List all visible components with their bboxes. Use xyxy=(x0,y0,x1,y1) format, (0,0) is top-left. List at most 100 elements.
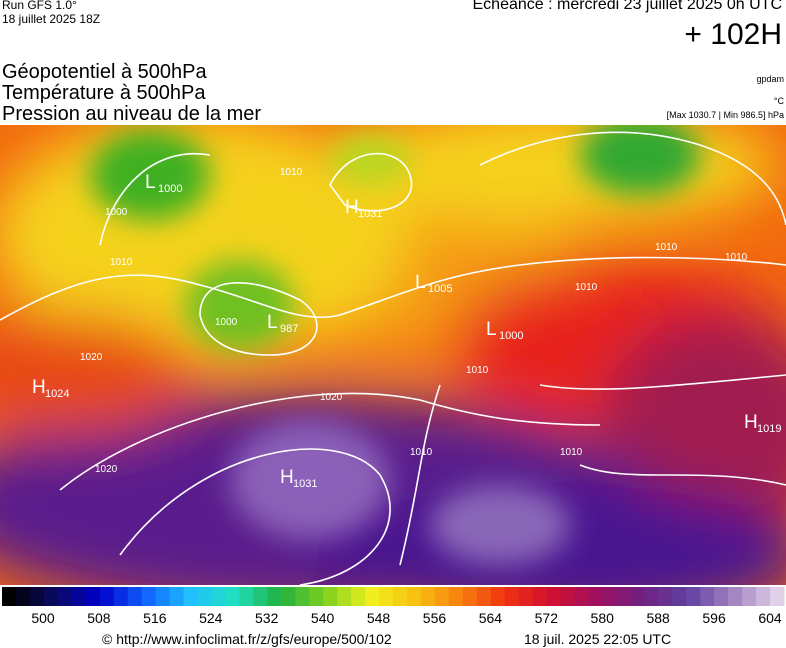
color-swatch xyxy=(43,587,59,606)
color-swatch xyxy=(686,587,701,606)
color-swatch xyxy=(393,587,408,606)
color-swatch xyxy=(742,587,757,606)
isobar-label: 1010 xyxy=(575,282,598,293)
color-swatch xyxy=(239,587,254,606)
field-title: Géopotentiel à 500hPa xyxy=(2,61,207,83)
center-value: 1019 xyxy=(757,423,781,435)
center-value: 1024 xyxy=(45,388,69,400)
isobar-label: 1000 xyxy=(105,207,128,218)
colorbar: 500 508 516 524 532 540 548 556 564 572 580 588 596 6… xyxy=(2,587,785,626)
color-swatch xyxy=(323,587,338,606)
center-type: L xyxy=(415,272,426,293)
color-swatch xyxy=(406,587,422,606)
color-swatch xyxy=(253,587,268,606)
color-swatch xyxy=(714,587,729,606)
color-swatch xyxy=(29,587,45,606)
isobar-label: 1020 xyxy=(95,464,118,475)
colorbar-tick-label: 532 xyxy=(255,610,279,626)
center-value: 1031 xyxy=(358,208,382,220)
colorbar-tick-label: 596 xyxy=(702,610,726,626)
color-swatch xyxy=(546,587,562,606)
isobar-label: 1010 xyxy=(280,167,303,178)
color-swatch xyxy=(588,587,603,606)
center-value: 1000 xyxy=(499,330,523,342)
field-title: Pression au niveau de la mer xyxy=(2,103,262,125)
color-swatch xyxy=(490,587,506,606)
unit-label: [Max 1030.7 | Min 986.5] hPa xyxy=(666,110,784,120)
center-type: L xyxy=(267,312,278,333)
colorbar-tick-label: 588 xyxy=(646,610,670,626)
run-label: Run GFS 1.0° xyxy=(2,0,77,12)
color-swatch xyxy=(672,587,687,606)
center-value: 1005 xyxy=(428,283,452,295)
color-swatch xyxy=(169,587,185,606)
color-swatch xyxy=(57,587,73,606)
lead-time: + 102H xyxy=(684,18,782,51)
isobar-label: 1010 xyxy=(410,447,433,458)
isobar-label: 1010 xyxy=(466,365,489,376)
colorbar-tick-label: 564 xyxy=(479,610,503,626)
color-swatch xyxy=(267,587,282,606)
color-swatch xyxy=(127,587,143,606)
center-type: H xyxy=(32,377,46,398)
colorbar-tick-label: 548 xyxy=(367,610,391,626)
colorbar-tick-label: 572 xyxy=(535,610,559,626)
color-swatch xyxy=(15,587,31,606)
center-type: H xyxy=(744,412,758,433)
color-swatch xyxy=(281,587,296,606)
color-swatch xyxy=(197,587,212,606)
colorbar-tick-label: 540 xyxy=(311,610,335,626)
color-swatch xyxy=(574,587,589,606)
colorbar-tick-label: 556 xyxy=(423,610,447,626)
unit-label: gpdam xyxy=(756,74,784,84)
center-value: 1000 xyxy=(158,183,182,195)
center-type: L xyxy=(145,172,156,193)
center-value: 987 xyxy=(280,323,298,335)
source-url: © http://www.infoclimat.fr/z/gfs/europe/… xyxy=(102,631,392,647)
timestamp: 18 juil. 2025 22:05 UTC xyxy=(524,631,672,647)
colorbar-tick-label: 500 xyxy=(31,610,55,626)
color-swatch xyxy=(351,587,366,606)
color-swatch xyxy=(141,587,157,606)
color-swatch xyxy=(155,587,171,606)
color-swatch xyxy=(518,587,534,606)
color-swatch xyxy=(99,587,115,606)
color-swatch xyxy=(113,587,129,606)
center-type: H xyxy=(280,467,294,488)
color-swatch xyxy=(295,587,310,606)
color-swatch xyxy=(476,587,492,606)
color-swatch xyxy=(658,587,673,606)
color-swatch xyxy=(183,587,198,606)
color-swatch xyxy=(644,587,659,606)
color-swatch xyxy=(504,587,520,606)
colorbar-tick-label: 524 xyxy=(199,610,223,626)
color-swatch xyxy=(602,587,617,606)
run-date: 18 juillet 2025 18Z xyxy=(2,12,101,26)
color-swatch xyxy=(462,587,478,606)
isobar-label: 1020 xyxy=(80,352,103,363)
isobar-label: 1010 xyxy=(560,447,583,458)
colorbar-tick-label: 508 xyxy=(87,610,111,626)
center-value: 1031 xyxy=(293,478,317,490)
isobar-label: 1020 xyxy=(320,392,343,403)
color-swatch xyxy=(225,587,240,606)
isobars xyxy=(0,131,786,585)
isobar-label: 1010 xyxy=(725,252,748,263)
color-swatch xyxy=(337,587,352,606)
color-swatch xyxy=(309,587,324,606)
color-swatch xyxy=(700,587,715,606)
color-swatch xyxy=(2,587,17,606)
center-type: H xyxy=(345,197,359,218)
unit-label: °C xyxy=(773,96,784,106)
color-swatch xyxy=(532,587,548,606)
field-title: Température à 500hPa xyxy=(2,82,206,104)
color-swatch xyxy=(434,587,450,606)
isobar-label: 1010 xyxy=(655,242,678,253)
color-swatch xyxy=(616,587,631,606)
color-swatch xyxy=(630,587,645,606)
color-swatch xyxy=(728,587,743,606)
colorbar-tick-label: 580 xyxy=(591,610,615,626)
